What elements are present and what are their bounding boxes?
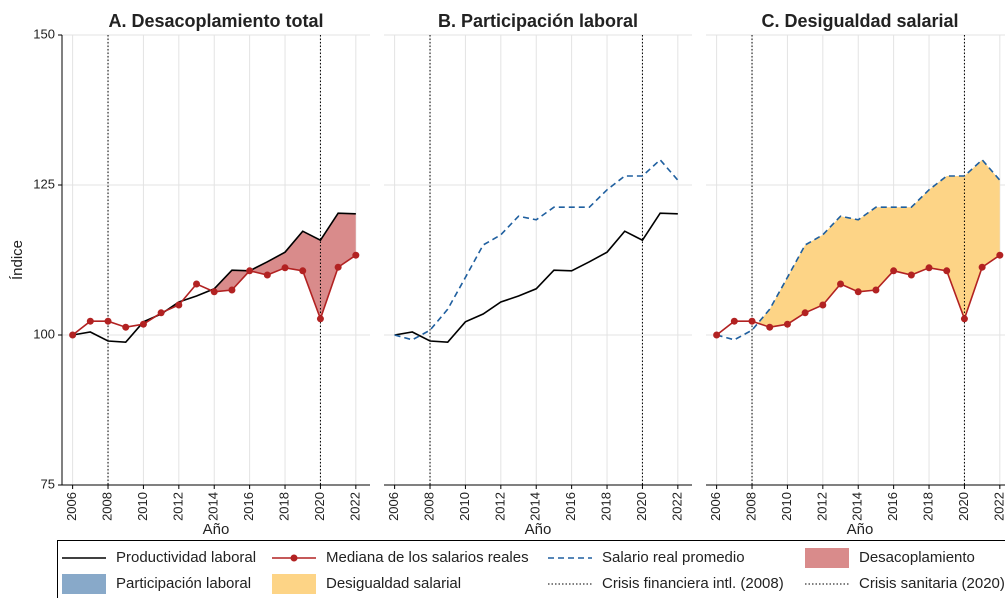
x-tick-label: 2014 xyxy=(850,492,865,521)
marker xyxy=(783,320,791,328)
marker xyxy=(748,317,756,325)
x-tick-label: 2022 xyxy=(991,492,1005,521)
series-line xyxy=(394,158,679,341)
x-tick-label: 2018 xyxy=(598,492,613,521)
marker xyxy=(978,263,986,271)
x-tick-label: 2010 xyxy=(779,492,794,521)
marker xyxy=(713,331,721,339)
marker xyxy=(210,288,218,296)
y-tick-label: 125 xyxy=(33,176,55,191)
marker xyxy=(766,323,774,331)
panel-title: B. Participación laboral xyxy=(438,11,638,31)
marker xyxy=(139,320,147,328)
marker xyxy=(157,309,165,317)
x-tick-label: 2008 xyxy=(421,492,436,521)
legend-label: Crisis sanitaria (2020) xyxy=(859,575,1005,592)
marker xyxy=(316,315,324,323)
marker xyxy=(907,271,915,279)
x-tick-label: 2012 xyxy=(814,492,829,521)
y-tick-label: 100 xyxy=(33,326,55,341)
x-tick-label: 2016 xyxy=(885,492,900,521)
x-tick-label: 2010 xyxy=(135,492,150,521)
x-tick-label: 2012 xyxy=(170,492,185,521)
legend-swatch xyxy=(290,554,298,562)
marker xyxy=(730,317,738,325)
x-axis-label: Año xyxy=(525,521,552,538)
x-tick-label: 2018 xyxy=(920,492,935,521)
x-tick-label: 2016 xyxy=(241,492,256,521)
marker xyxy=(263,271,271,279)
marker xyxy=(996,251,1004,259)
x-axis-label: Año xyxy=(203,521,230,538)
x-tick-label: 2010 xyxy=(457,492,472,521)
x-tick-label: 2020 xyxy=(956,492,971,521)
legend-swatch xyxy=(62,574,106,594)
panel: B. Participación laboral 2006 2008 2010 2012… xyxy=(384,11,692,538)
panel-title: A. Desacoplamiento total xyxy=(108,11,323,31)
panel-title: C. Desigualdad salarial xyxy=(761,11,958,31)
y-axis-label: Índice xyxy=(9,240,26,280)
x-axis-label: Año xyxy=(847,521,874,538)
x-tick-label: 2022 xyxy=(669,492,684,521)
legend-swatch xyxy=(805,548,849,568)
marker xyxy=(960,315,968,323)
marker xyxy=(281,264,289,272)
x-tick-label: 2016 xyxy=(563,492,578,521)
legend-label: Desacoplamiento xyxy=(859,549,975,566)
marker xyxy=(122,323,130,331)
x-tick-label: 2006 xyxy=(708,492,723,521)
marker xyxy=(837,280,845,288)
x-tick-label: 2018 xyxy=(276,492,291,521)
marker xyxy=(943,267,951,275)
legend-swatch xyxy=(272,574,316,594)
y-tick-label: 75 xyxy=(41,476,55,491)
series-line xyxy=(394,212,678,344)
series-line xyxy=(716,158,1001,341)
marker xyxy=(228,286,236,294)
marker xyxy=(872,286,880,294)
marker xyxy=(925,264,933,272)
x-tick-label: 2022 xyxy=(347,492,362,521)
marker xyxy=(334,263,342,271)
y-tick-label: 150 xyxy=(33,26,55,41)
x-tick-label: 2014 xyxy=(206,492,221,521)
legend-label: Crisis financiera intl. (2008) xyxy=(602,575,784,592)
legend-label: Desigualdad salarial xyxy=(326,575,461,592)
marker xyxy=(69,331,77,339)
legend-label: Salario real promedio xyxy=(602,549,745,566)
panel: A. Desacoplamiento total 75 100 125 150 2006 2… xyxy=(9,11,370,538)
x-tick-label: 2008 xyxy=(99,492,114,521)
marker xyxy=(801,309,809,317)
legend-box xyxy=(57,540,1005,598)
marker xyxy=(854,288,862,296)
legend-label: Participación laboral xyxy=(116,575,251,592)
marker xyxy=(890,267,898,275)
marker xyxy=(819,301,827,309)
panel: C. Desigualdad salarial 2006 2008 2010 2012 2… xyxy=(706,11,1005,538)
x-tick-label: 2020 xyxy=(312,492,327,521)
x-tick-label: 2006 xyxy=(386,492,401,521)
x-tick-label: 2006 xyxy=(64,492,79,521)
marker xyxy=(299,267,307,275)
marker xyxy=(104,317,112,325)
x-tick-label: 2012 xyxy=(492,492,507,521)
x-tick-label: 2008 xyxy=(743,492,758,521)
legend-label: Mediana de los salarios reales xyxy=(326,549,529,566)
x-tick-label: 2014 xyxy=(528,492,543,521)
marker xyxy=(352,251,360,259)
marker xyxy=(193,280,201,288)
marker xyxy=(86,317,94,325)
legend-label: Productividad laboral xyxy=(116,549,256,566)
marker xyxy=(246,267,254,275)
x-tick-label: 2020 xyxy=(634,492,649,521)
marker xyxy=(175,301,183,309)
